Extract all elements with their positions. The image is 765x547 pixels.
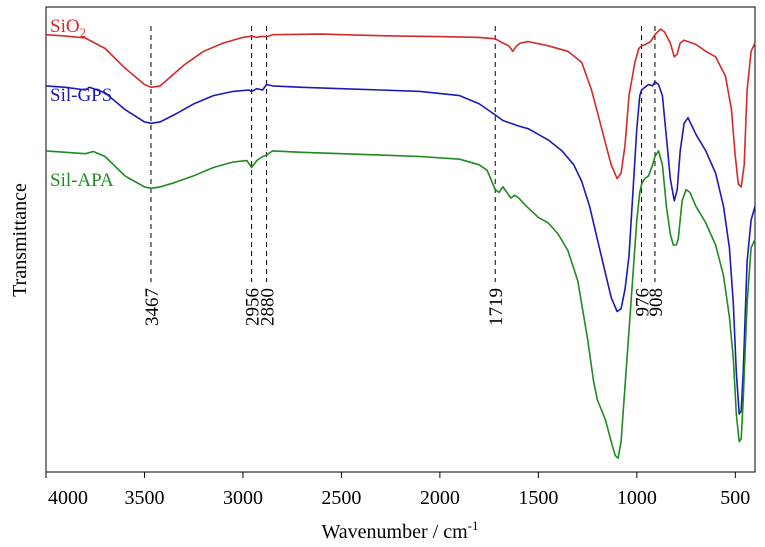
plot-frame <box>45 6 756 473</box>
series-label-sil-apa: Sil-APA <box>50 170 114 191</box>
annotation-label-2880: 2880 <box>258 288 279 326</box>
x-tick-label-3000: 3000 <box>223 487 263 509</box>
x-tick-label-2500: 2500 <box>321 487 361 509</box>
annotation-label-976: 976 <box>633 288 654 317</box>
series-line-sio2 <box>45 28 756 188</box>
annotation-label-1719: 1719 <box>486 288 507 326</box>
annotation-label-2956: 2956 <box>243 288 264 326</box>
annotation-label-908: 908 <box>646 288 667 317</box>
series-group <box>45 28 756 459</box>
series-label-sil-gps: Sil-GPS <box>50 85 112 106</box>
x-tick-label-4000: 4000 <box>48 487 88 509</box>
annotation-label-3467: 3467 <box>142 288 163 326</box>
x-tick-label-1000: 1000 <box>617 487 657 509</box>
x-axis-ticks: 4000 3500 3000 2500 2000 1500 1000 500 <box>45 472 750 509</box>
y-axis-title: Transmittance <box>9 183 31 297</box>
x-tick-label-1500: 1500 <box>518 487 558 509</box>
series-line-sil-gps <box>45 80 756 415</box>
series-line-sil-apa <box>45 150 756 459</box>
x-tick-label-500: 500 <box>720 487 750 509</box>
series-label-sio2: SiO2 <box>50 16 86 40</box>
x-axis-title: Wavenumber / cm-1 <box>322 518 479 543</box>
x-tick-label-3500: 3500 <box>124 487 164 509</box>
x-tick-label-2000: 2000 <box>420 487 460 509</box>
